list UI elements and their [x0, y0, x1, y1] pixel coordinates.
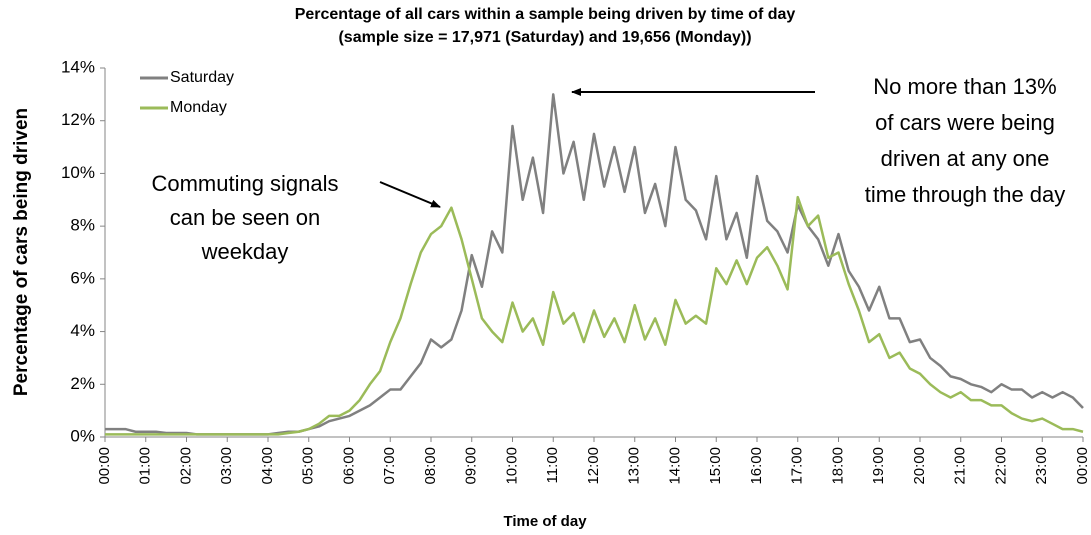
x-tick-label: 02:00: [177, 447, 194, 485]
x-tick-label: 06:00: [340, 447, 357, 485]
legend-label: Monday: [170, 99, 227, 116]
x-tick-label: 19:00: [870, 447, 887, 485]
y-tick-label: 12%: [61, 110, 95, 129]
x-axis-label: Time of day: [503, 513, 587, 530]
x-tick-label: 15:00: [707, 447, 724, 485]
chart-subtitle: (sample size = 17,971 (Saturday) and 19,…: [338, 29, 751, 46]
x-tick-label: 03:00: [218, 447, 235, 485]
y-tick-label: 10%: [61, 163, 95, 182]
y-tick-label: 14%: [61, 57, 95, 76]
x-tick-label: 07:00: [381, 447, 398, 485]
x-tick-label: 13:00: [626, 447, 643, 485]
x-tick-label: 11:00: [544, 447, 561, 483]
y-tick-label: 4%: [70, 321, 95, 340]
x-tick-label: 17:00: [789, 447, 806, 485]
x-tick-label: 04:00: [259, 447, 276, 485]
y-tick-label: 2%: [70, 374, 95, 393]
x-tick-label: 00:00: [96, 447, 113, 485]
annotation: No more than 13%: [873, 74, 1056, 99]
chart-title: Percentage of all cars within a sample b…: [295, 6, 796, 23]
x-tick-label: 09:00: [463, 447, 480, 485]
y-tick-label: 0%: [70, 426, 95, 445]
x-tick-label: 21:00: [952, 447, 969, 485]
x-tick-label: 14:00: [666, 447, 683, 485]
legend-label: Saturday: [170, 69, 234, 86]
y-axis-label: Percentage of cars being driven: [11, 108, 32, 396]
x-tick-label: 23:00: [1033, 447, 1050, 485]
x-tick-label: 01:00: [137, 447, 154, 485]
x-tick-label: 05:00: [300, 447, 317, 485]
line-series: [105, 195, 1084, 436]
x-tick-label: 18:00: [829, 447, 846, 485]
arrow: [379, 181, 441, 208]
x-tick-label: 10:00: [503, 447, 520, 485]
annotation: can be seen on: [170, 205, 320, 230]
annotation: Commuting signals: [151, 171, 338, 196]
annotation: driven at any one: [881, 146, 1050, 171]
x-tick-label: 00:00: [1074, 447, 1091, 485]
y-tick-label: 6%: [70, 268, 95, 287]
annotation: of cars were being: [875, 110, 1055, 135]
annotation: weekday: [201, 239, 289, 264]
x-tick-label: 16:00: [748, 447, 765, 485]
x-tick-label: 20:00: [911, 447, 928, 485]
x-tick-label: 08:00: [422, 447, 439, 485]
y-tick-label: 8%: [70, 216, 95, 235]
annotation: time through the day: [865, 182, 1066, 207]
x-tick-label: 12:00: [585, 447, 602, 485]
x-tick-label: 22:00: [992, 447, 1009, 485]
